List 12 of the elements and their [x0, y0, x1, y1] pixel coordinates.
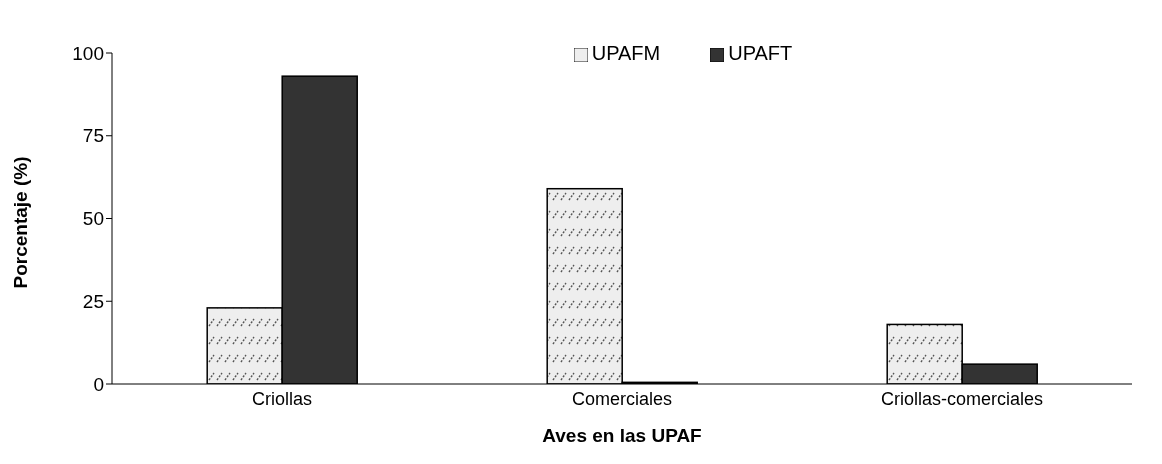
- legend-label: UPAFM: [591, 42, 661, 64]
- x-tick-label: Criollas: [251, 388, 313, 409]
- y-tick-label: 25: [82, 290, 104, 312]
- x-tick-label: Comerciales: [571, 388, 673, 409]
- y-tick-label: 0: [93, 373, 104, 395]
- y-tick-label: 50: [82, 208, 104, 230]
- x-axis-title: Aves en las UPAF: [542, 425, 702, 446]
- legend-label: UPAFT: [728, 42, 793, 64]
- y-tick-label: 100: [72, 42, 104, 64]
- x-tick-label: Criollas-comerciales: [880, 388, 1044, 409]
- y-tick-label: 75: [82, 125, 104, 147]
- y-axis-title: Porcentaje (%): [9, 156, 31, 289]
